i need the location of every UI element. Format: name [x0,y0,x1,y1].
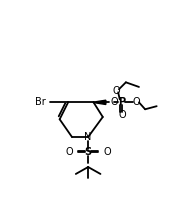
Text: O: O [65,147,73,157]
Text: N: N [84,132,92,142]
Text: Br: Br [35,97,46,107]
Text: P: P [118,97,126,107]
Text: O: O [132,97,140,107]
Text: S: S [85,147,92,157]
Polygon shape [93,100,106,104]
Text: O: O [113,86,121,96]
Text: O: O [110,97,118,107]
Text: O: O [118,110,126,121]
Text: O: O [104,147,111,157]
